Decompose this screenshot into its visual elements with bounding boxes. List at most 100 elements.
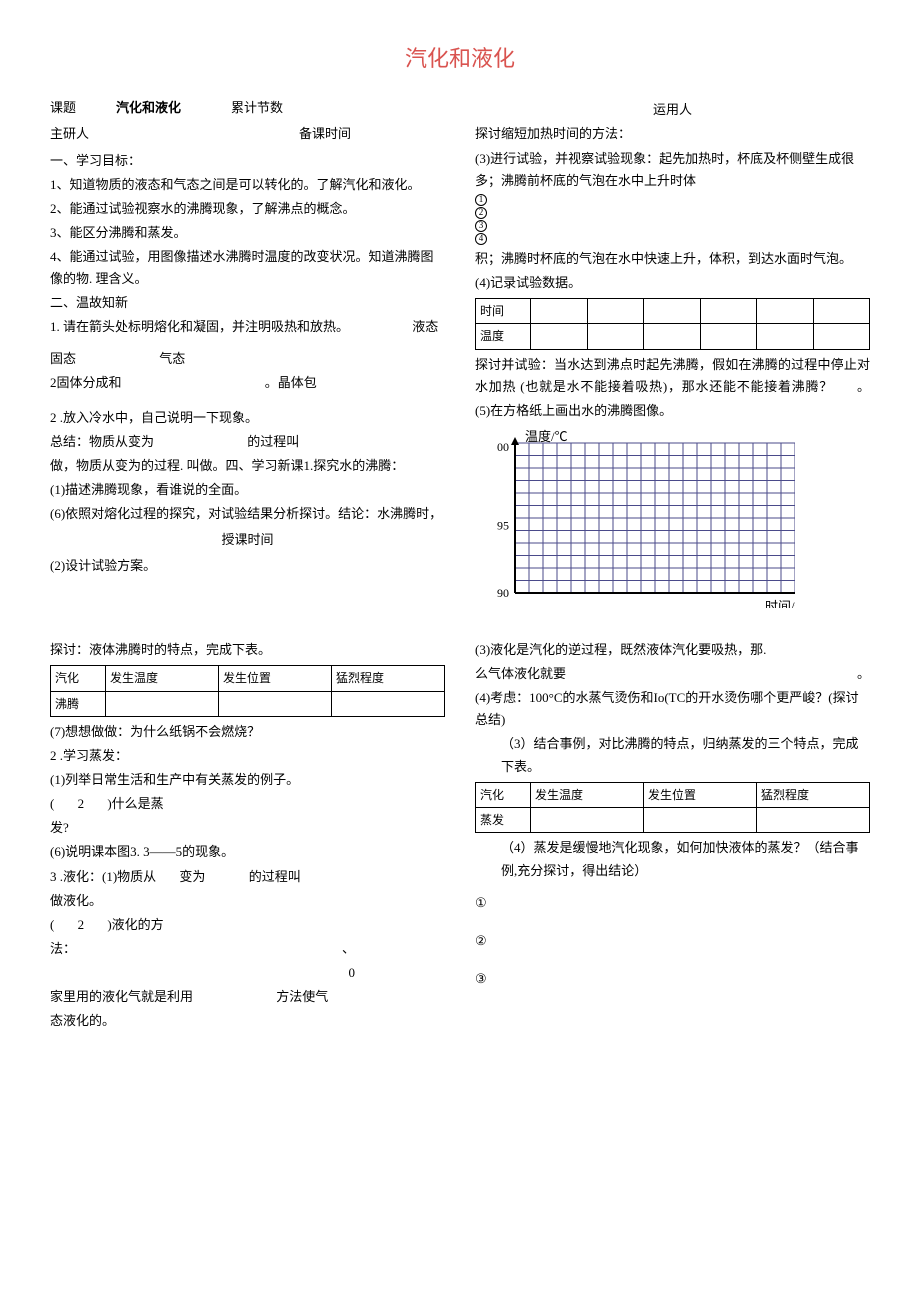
sec1-header: 一、学习目标： [50, 150, 445, 172]
table-row: 温度 [476, 324, 870, 349]
evap2n: 2 [78, 796, 85, 811]
label-prep: 备课时间 [299, 123, 351, 145]
sec6-5: (6)说明课本图3. 3——5的现象。 [50, 841, 445, 863]
goal-3: 3、能区分沸腾和蒸发。 [50, 222, 445, 244]
table-row: 汽化 发生温度 发生位置 猛烈程度 [51, 666, 445, 691]
table-row: 蒸发 [476, 808, 870, 833]
cell-temp-label: 温度 [476, 324, 531, 349]
liq-c: 的过程叫 [249, 869, 301, 884]
cell: 发生温度 [531, 782, 644, 807]
r10a: （4）蒸发是缓慢地汽化现象，如何加快液体的蒸发？（结合事例,充分探讨，得出结论） [475, 837, 870, 881]
cell: 发生位置 [219, 666, 332, 691]
circ-4-icon: 4 [475, 233, 487, 245]
state-gas: 气态 [159, 351, 185, 366]
r4: (4)记录试验数据。 [475, 272, 870, 294]
r2: (3)进行试验，并视察试验现象：起先加热时，杯底及杯侧壁生成很多；沸腾前杯底的气… [475, 148, 870, 192]
r5-end: 。 [857, 379, 870, 394]
cell: 发生温度 [106, 666, 219, 691]
liq2a: ( [50, 917, 54, 932]
r8: (4)考虑：100°C的水蒸气烫伤和Io(TC的开水烫伤哪个更严峻？(探讨总结) [475, 687, 870, 731]
r5: 探讨并试验：当水达到沸点时起先沸腾，假如在沸腾的过程中停止对水加热 (也就是水不… [475, 354, 870, 398]
r7b-text: 么气体液化就要 [475, 666, 566, 681]
circle-2: ② [475, 930, 870, 952]
sec2-2: 2固体分成和 。晶体包 [50, 372, 445, 394]
cell: 发生位置 [644, 782, 757, 807]
r9a: （3）结合事例，对比沸腾的特点，归纳蒸发的三个特点，完成下表。 [475, 733, 870, 777]
r5-text: 探讨并试验：当水达到沸点时起先沸腾，假如在沸腾的过程中停止对水加热 (也就是水不… [475, 357, 870, 394]
cell [332, 691, 445, 716]
liq-b: 变为 [179, 869, 205, 884]
right-column: 运用人 探讨缩短加热时间的方法： (3)进行试验，并视察试验现象：起先加热时，杯… [475, 97, 870, 627]
data-table-time-temp: 时间 温度 [475, 298, 870, 350]
liq-sym2: 0 [50, 962, 355, 984]
goal-4: 4、能通过试验，用图像描述水沸腾时温度的改变状况。知道沸腾图像的物. 理含义。 [50, 246, 445, 290]
evap2: ( 2 )什么是蒸 [50, 793, 445, 815]
liq2: ( 2 )液化的方 [50, 914, 445, 936]
liq-line: 3 .液化：(1)物质从 变为 的过程叫 [50, 866, 445, 888]
cell [813, 324, 870, 349]
cell [531, 298, 588, 323]
cell-time-label: 时间 [476, 298, 531, 323]
lower-columns: 探讨：液体沸腾时的特点，完成下表。 汽化 发生温度 发生位置 猛烈程度 沸腾 (… [50, 637, 870, 1034]
r1: 探讨缩短加热时间的方法： [475, 123, 870, 145]
liq-last-b: 方法使气 [276, 989, 328, 1004]
cell [700, 324, 757, 349]
sec2-states: 固态 气态 [50, 348, 445, 370]
cell [644, 808, 757, 833]
cell: 蒸发 [476, 808, 531, 833]
cell [531, 808, 644, 833]
table-row: 时间 [476, 298, 870, 323]
sec2-2b: 。晶体包 [265, 375, 317, 390]
header-row-2: 主研人 备课时间 [50, 123, 445, 145]
discuss-header: 探讨：液体沸腾时的特点，完成下表。 [50, 639, 445, 661]
lower-left-column: 探讨：液体沸腾时的特点，完成下表。 汽化 发生温度 发生位置 猛烈程度 沸腾 (… [50, 637, 445, 1034]
cell [757, 324, 814, 349]
sec2-3c: 的过程叫 [247, 434, 299, 449]
sec2-1-right: 液态 [412, 319, 438, 334]
cell [644, 324, 701, 349]
label-author: 主研人 [50, 123, 89, 145]
circled-numbers: 1 2 3 4 [475, 194, 870, 246]
liq2c-row: 法： 、 [50, 938, 445, 960]
label-count: 累计节数 [231, 97, 283, 119]
sec-evap: 2 .学习蒸发： [50, 745, 445, 767]
sec2-1-text: 1. 请在箭头处标明熔化和凝固，并注明吸热和放热。 [50, 319, 349, 334]
lower-right-column: (3)液化是汽化的逆过程，既然液体汽化要吸热，那. 么气体液化就要 。 (4)考… [475, 637, 870, 1034]
svg-text:90: 90 [497, 586, 509, 600]
state-solid: 固态 [50, 351, 76, 366]
table-row: 汽化 发生温度 发生位置 猛烈程度 [476, 782, 870, 807]
sec2-5: (6)依照对熔化过程的探究，对试验结果分析探讨。结论：水沸腾时， [50, 503, 445, 525]
cell [587, 324, 644, 349]
evap2a: ( [50, 796, 54, 811]
cell [644, 298, 701, 323]
r7b: 么气体液化就要 。 [475, 663, 870, 685]
goal-1: 1、知道物质的液态和气态之间是可以转化的。了解汽化和液化。 [50, 174, 445, 196]
evap1: (1)列举日常生活和生产中有关蒸发的例子。 [50, 769, 445, 791]
evap2b: )什么是蒸 [107, 796, 163, 811]
teach-time: 授课时间 [50, 529, 445, 551]
sec2-3b: 总结：物质从变为 的过程叫 [50, 431, 445, 453]
sec7: (7)想想做做：为什么纸锅不会燃烧？ [50, 721, 445, 743]
cell [219, 691, 332, 716]
svg-text:00: 00 [497, 440, 509, 454]
cell: 汽化 [476, 782, 531, 807]
boiling-chart: 温度/℃009590时间/min [475, 428, 870, 615]
label-topic: 课题 [50, 97, 76, 119]
r7c: 。 [857, 663, 870, 685]
liq-a: 3 .液化：(1)物质从 [50, 869, 156, 884]
sec2-3b-a: 总结：物质从变为 [50, 434, 154, 449]
sec2-2a: 2固体分成和 [50, 375, 122, 390]
label-user: 运用人 [475, 99, 870, 121]
goal-2: 2、能通过试验视察水的沸腾现象，了解沸点的概念。 [50, 198, 445, 220]
circle-1: ① [475, 892, 870, 914]
page-title: 汽化和液化 [50, 40, 870, 77]
cell [531, 324, 588, 349]
liq2c: 法： [50, 941, 76, 956]
cell: 汽化 [51, 666, 106, 691]
chart-svg: 温度/℃009590时间/min [475, 428, 795, 608]
left-column: 课题 汽化和液化 累计节数 主研人 备课时间 一、学习目标： 1、知道物质的液态… [50, 97, 445, 627]
sec2-6: (2)设计试验方案。 [50, 555, 445, 577]
liq-last-a: 家里用的液化气就是利用 [50, 989, 193, 1004]
cell: 猛烈程度 [757, 782, 870, 807]
liq-d: 做液化。 [50, 890, 445, 912]
